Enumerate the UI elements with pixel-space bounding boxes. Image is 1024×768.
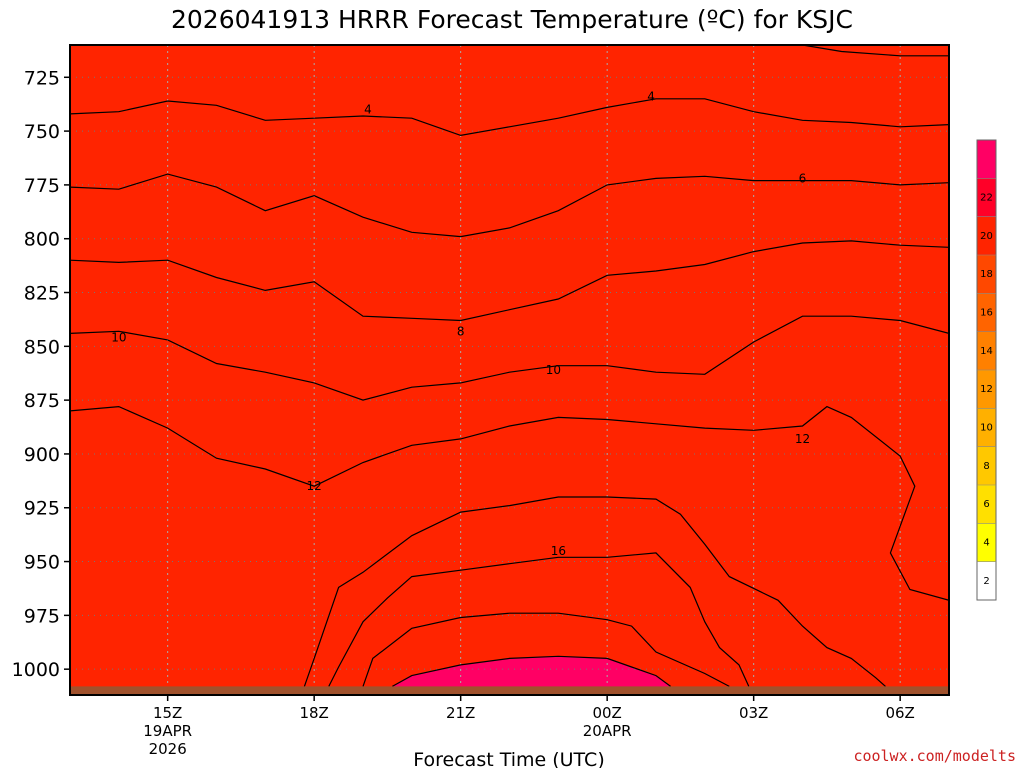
chart-title: 2026041913 HRRR Forecast Temperature (ºC…	[171, 5, 853, 34]
y-tick-label: 850	[24, 336, 60, 358]
ground-surface	[70, 686, 949, 695]
contour-fills	[70, 45, 949, 695]
colorbar-label: 10	[980, 423, 993, 434]
plot-frame	[69, 44, 950, 696]
x-tick-sublabel: 20APR	[583, 722, 632, 740]
contour-label: 4	[647, 90, 655, 104]
y-tick-label: 775	[24, 175, 60, 197]
contour-line-4	[70, 98, 949, 137]
colorbar-swatch	[977, 561, 996, 600]
contour-line-16	[328, 552, 750, 687]
x-tick-label: 21Z	[446, 704, 475, 722]
contour-line-10	[70, 315, 949, 401]
colorbar-swatch	[977, 523, 996, 562]
colorbar-swatch	[977, 446, 996, 485]
colorbar-label: 14	[980, 346, 993, 357]
colorbar-swatch	[977, 370, 996, 409]
colorbar-swatch	[977, 293, 996, 332]
y-tick-label: 875	[24, 390, 60, 412]
contour-line-12	[70, 405, 949, 601]
contour-line-20	[392, 655, 671, 687]
colorbar-swatch	[977, 485, 996, 524]
contour-line-8	[70, 240, 949, 322]
source-credit: coolwx.com/modelts	[853, 747, 1016, 765]
y-axis: 725 750 775 800 825 850 875 900 925 950 975 1000	[12, 67, 70, 681]
contour-line-18	[362, 612, 730, 687]
y-tick-label: 1000	[12, 659, 60, 681]
y-tick-label: 800	[24, 229, 60, 251]
x-axis-label: Forecast Time (UTC)	[413, 749, 604, 768]
contour-labels: 4 4 6 8 10 10 12 12 16	[111, 90, 810, 558]
x-tick-label: 18Z	[299, 704, 328, 722]
y-tick-label: 825	[24, 283, 60, 305]
contour-label: 16	[551, 544, 566, 558]
colorbar-label: 20	[980, 231, 993, 242]
colorbar: 2 4 6 8 10 12 14 16 18 20 22	[976, 139, 997, 601]
colorbar-label: 8	[983, 461, 989, 472]
contour-lines	[70, 45, 949, 687]
colorbar-label: 18	[980, 269, 993, 280]
gridlines	[70, 45, 949, 695]
colorbar-label: 16	[980, 308, 993, 319]
contour-line-6	[70, 173, 949, 238]
contour-label: 12	[795, 432, 810, 446]
x-tick-label: 15Z	[153, 704, 182, 722]
y-tick-label: 975	[24, 605, 60, 627]
x-tick-label: 00Z	[592, 704, 621, 722]
colorbar-swatch	[977, 216, 996, 255]
y-tick-label: 750	[24, 121, 60, 143]
contour-label: 10	[546, 363, 561, 377]
contour-line-14	[303, 496, 886, 687]
contour-label: 4	[364, 103, 372, 117]
colorbar-swatch	[977, 178, 996, 217]
contour-label: 8	[457, 324, 465, 338]
y-tick-label: 725	[24, 67, 60, 89]
colorbar-swatch	[977, 331, 996, 370]
colorbar-label: 4	[983, 538, 989, 549]
x-tick-sublabel: 19APR	[143, 722, 192, 740]
y-tick-label: 950	[24, 552, 60, 574]
contour-label: 12	[307, 479, 322, 493]
colorbar-label: 12	[980, 384, 993, 395]
x-tick-label: 06Z	[885, 704, 914, 722]
colorbar-label: 6	[983, 499, 989, 510]
x-tick-sublabel: 2026	[149, 740, 187, 758]
y-tick-label: 925	[24, 498, 60, 520]
y-tick-label: 900	[24, 444, 60, 466]
contour-label: 10	[111, 331, 126, 345]
x-tick-label: 03Z	[739, 704, 768, 722]
colorbar-swatch	[977, 255, 996, 294]
contour-line-2	[802, 45, 949, 57]
band-20	[70, 45, 949, 695]
colorbar-swatch	[977, 140, 996, 179]
contour-label: 6	[799, 171, 807, 185]
colorbar-label: 22	[980, 193, 993, 204]
colorbar-swatch	[977, 408, 996, 447]
colorbar-label: 2	[983, 576, 989, 587]
